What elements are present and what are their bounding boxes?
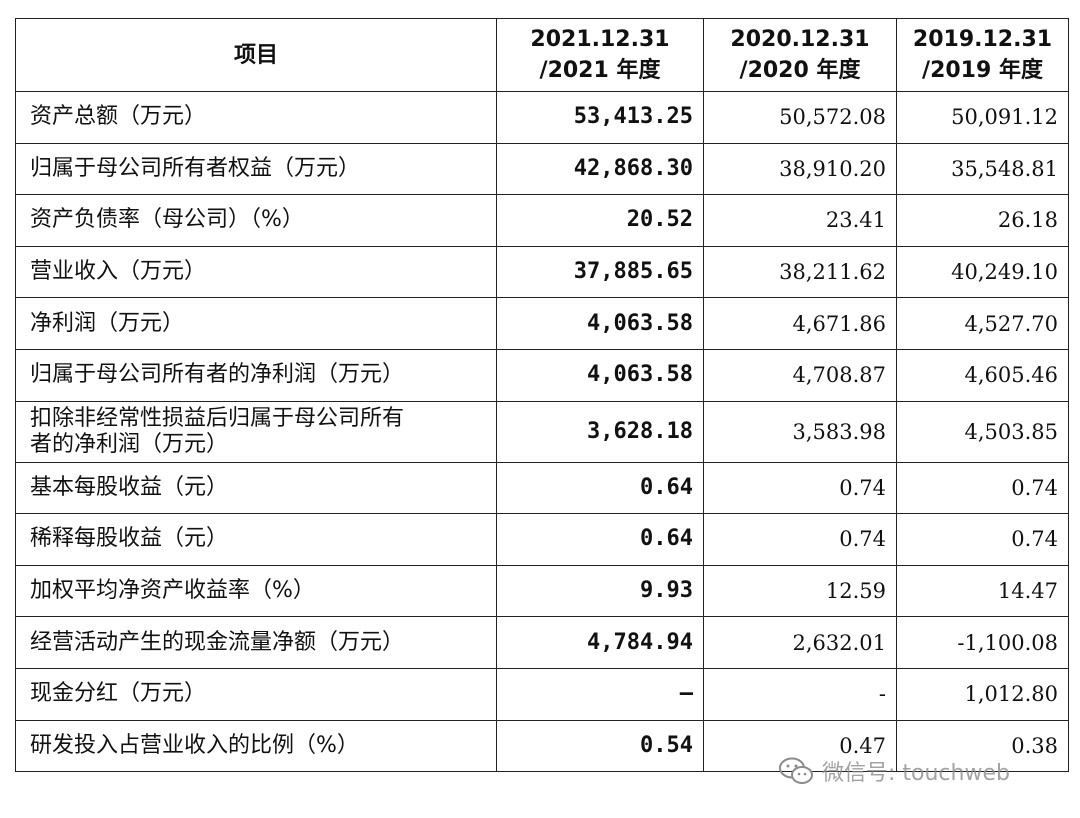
table-row: 营业收入（万元） 37,885.65 38,211.62 40,249.10 (15, 245, 1069, 299)
value-2021: 4,784.94 (496, 616, 704, 669)
value-2020: - (703, 667, 897, 721)
value-2019: 4,503.85 (896, 400, 1069, 463)
table-row: 经营活动产生的现金流量净额（万元） 4,784.94 2,632.01 -1,1… (15, 616, 1069, 669)
table-row: 归属于母公司所有者的净利润（万元） 4,063.58 4,708.87 4,60… (15, 348, 1069, 402)
header-2019-year: /2019 年度 (922, 58, 1043, 83)
value-2019: 0.74 (896, 461, 1069, 515)
row-label: 扣除非经常性损益后归属于母公司所有 者的净利润（万元） (15, 400, 497, 463)
table-row: 基本每股收益（元） 0.64 0.74 0.74 (15, 461, 1069, 515)
table-row: 加权平均净资产收益率（%） 9.93 12.59 14.47 (15, 564, 1069, 618)
row-label: 加权平均净资产收益率（%） (15, 564, 497, 618)
value-2021: 37,885.65 (496, 245, 704, 299)
row-label-line2: 者的净利润（万元） (30, 431, 229, 457)
value-2021: 0.64 (496, 513, 704, 566)
row-label: 归属于母公司所有者的净利润（万元） (15, 348, 497, 402)
value-2021: 4,063.58 (496, 348, 704, 402)
header-2020-date: 2020.12.31 (730, 27, 870, 52)
value-2020: 23.41 (703, 194, 897, 247)
watermark: 微信号: touchweb (778, 755, 1010, 787)
table-row: 资产负债率（母公司）（%） 20.52 23.41 26.18 (15, 194, 1069, 247)
row-label-line1: 扣除非经常性损益后归属于母公司所有 (30, 405, 405, 431)
value-2019: 4,605.46 (896, 348, 1069, 402)
header-2020: 2020.12.31/2020 年度 (703, 18, 897, 92)
row-label: 经营活动产生的现金流量净额（万元） (15, 616, 497, 669)
value-2019: 40,249.10 (896, 245, 1069, 299)
value-2020: 2,632.01 (703, 616, 897, 669)
value-2021: 9.93 (496, 564, 704, 618)
value-2020: 3,583.98 (703, 400, 897, 463)
table-row: 研发投入占营业收入的比例（%） 0.54 0.47 0.38 (15, 719, 1069, 773)
value-2020: 4,708.87 (703, 348, 897, 402)
value-2020: 12.59 (703, 564, 897, 618)
header-2021-year: /2021 年度 (539, 58, 661, 83)
value-2019: 26.18 (896, 194, 1069, 247)
row-label: 净利润（万元） (15, 297, 497, 350)
table-row: 扣除非经常性损益后归属于母公司所有 者的净利润（万元） 3,628.18 3,58… (15, 400, 1069, 463)
table-header-row: 项目 2021.12.31/2021 年度 2020.12.31/2020 年度… (15, 18, 1069, 92)
value-2021: 53,413.25 (496, 91, 704, 144)
table-row: 净利润（万元） 4,063.58 4,671.86 4,527.70 (15, 297, 1069, 350)
value-2021: 42,868.30 (496, 142, 704, 196)
value-2020: 0.47 (703, 719, 897, 773)
value-2019: -1,100.08 (896, 616, 1069, 669)
table-row: 现金分红（万元） – - 1,012.80 (15, 667, 1069, 721)
row-label: 资产总额（万元） (15, 91, 497, 144)
value-2020: 0.74 (703, 513, 897, 566)
header-item: 项目 (15, 18, 497, 92)
value-2019: 0.74 (896, 513, 1069, 566)
row-label: 现金分红（万元） (15, 667, 497, 721)
value-2021: 20.52 (496, 194, 704, 247)
value-2020: 4,671.86 (703, 297, 897, 350)
table-row: 归属于母公司所有者权益（万元） 42,868.30 38,910.20 35,5… (15, 142, 1069, 196)
value-2021: 0.54 (496, 719, 704, 773)
header-2021-date: 2021.12.31 (530, 27, 670, 52)
value-2021: 3,628.18 (496, 400, 704, 463)
value-2019: 14.47 (896, 564, 1069, 618)
value-2021: 4,063.58 (496, 297, 704, 350)
header-2019-date: 2019.12.31 (912, 27, 1053, 52)
wechat-icon (779, 757, 813, 784)
value-2019: 35,548.81 (896, 142, 1069, 196)
value-2019: 0.38 (896, 719, 1069, 773)
row-label: 营业收入（万元） (15, 245, 497, 299)
header-2019: 2019.12.31/2019 年度 (896, 18, 1069, 92)
value-2020: 38,211.62 (703, 245, 897, 299)
value-2019: 50,091.12 (896, 91, 1069, 144)
financial-summary-table: 项目 2021.12.31/2021 年度 2020.12.31/2020 年度… (15, 18, 1069, 773)
value-2021: 0.64 (496, 461, 704, 515)
value-2020: 50,572.08 (703, 91, 897, 144)
table-row: 资产总额（万元） 53,413.25 50,572.08 50,091.12 (15, 91, 1069, 144)
watermark-text: 微信号: touchweb (822, 761, 1010, 786)
value-2019: 1,012.80 (896, 667, 1069, 721)
row-label: 基本每股收益（元） (15, 461, 497, 515)
value-2021: – (496, 667, 704, 721)
row-label: 研发投入占营业收入的比例（%） (15, 719, 497, 773)
header-2020-year: /2020 年度 (739, 58, 861, 83)
header-2021: 2021.12.31/2021 年度 (496, 18, 704, 92)
row-label: 稀释每股收益（元） (15, 513, 497, 566)
row-label: 归属于母公司所有者权益（万元） (15, 142, 497, 196)
value-2020: 38,910.20 (703, 142, 897, 196)
value-2020: 0.74 (703, 461, 897, 515)
table-row: 稀释每股收益（元） 0.64 0.74 0.74 (15, 513, 1069, 566)
value-2019: 4,527.70 (896, 297, 1069, 350)
row-label: 资产负债率（母公司）（%） (15, 194, 497, 247)
